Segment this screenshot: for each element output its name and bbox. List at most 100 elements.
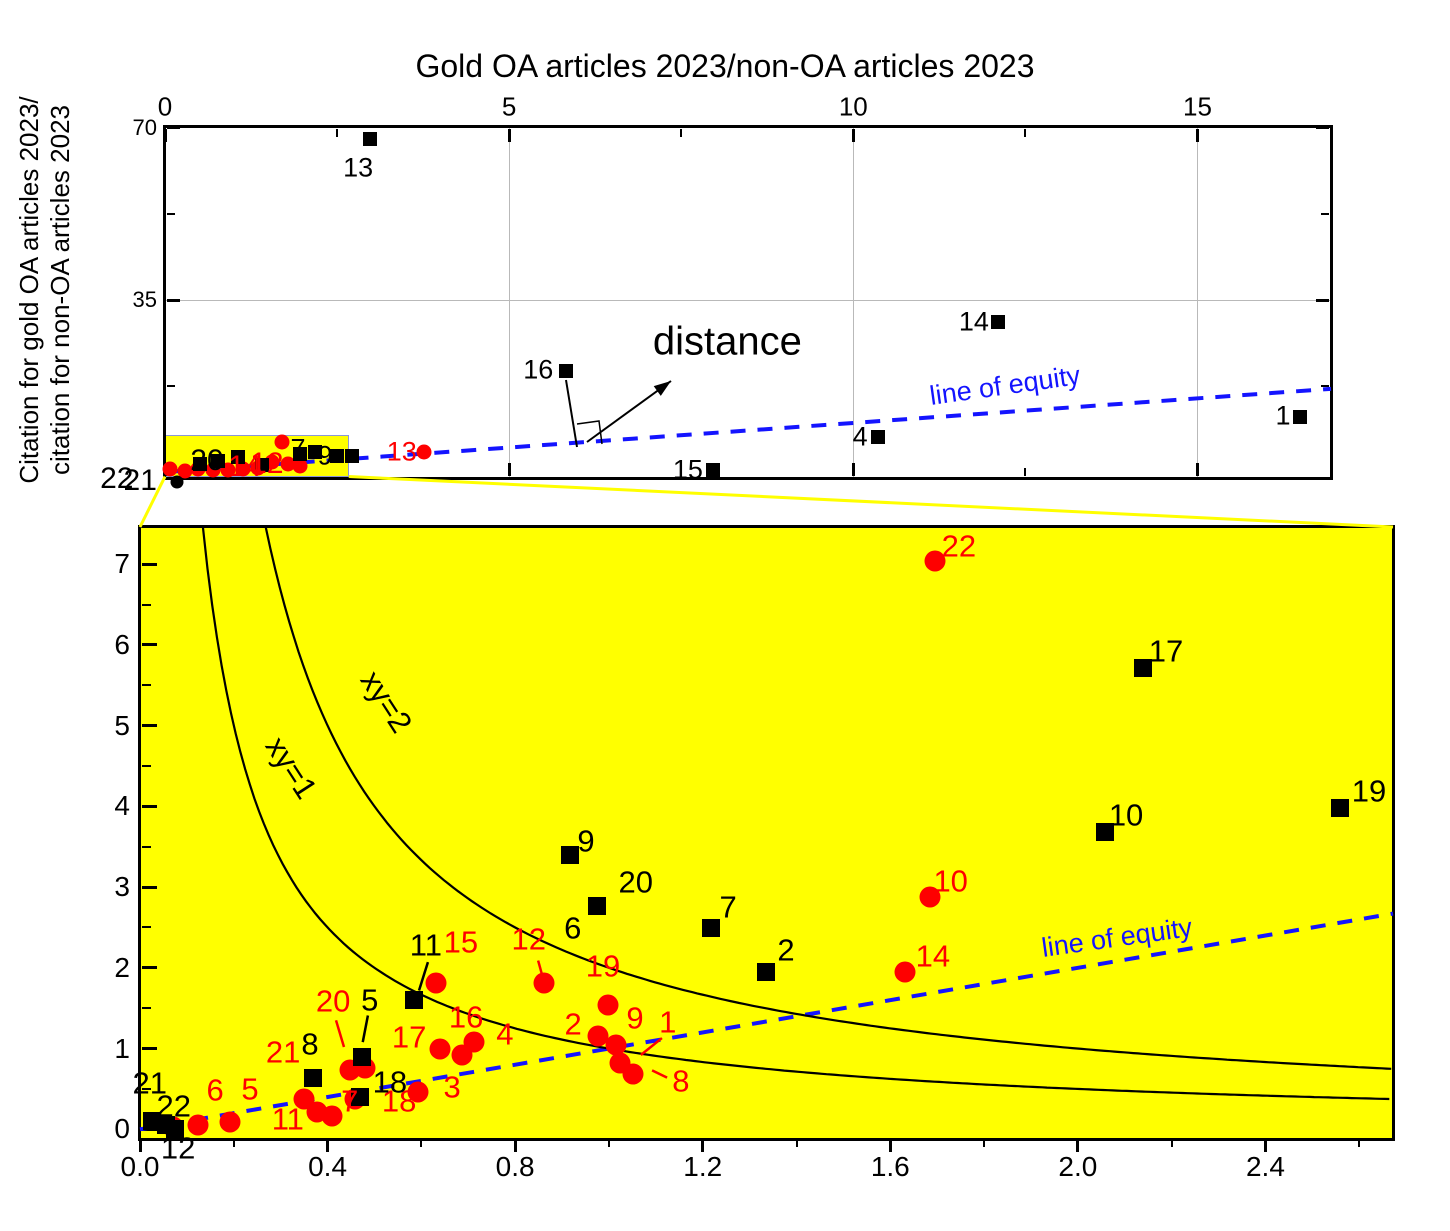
axis-minor-tick (142, 603, 151, 606)
top-chart-title: Gold OA articles 2023/non-OA articles 20… (415, 48, 1035, 84)
point-label-black-15: 15 (672, 454, 703, 485)
point-label-red-6: 6 (206, 1072, 224, 1108)
marker-circle-17 (429, 1038, 451, 1060)
axis-tick (167, 298, 180, 302)
point-label-red-1: 1 (659, 1004, 677, 1040)
axis-tick-label: 0.8 (495, 1151, 535, 1182)
point-label-red-10: 10 (933, 863, 968, 899)
marker-square-unlabeled (345, 449, 360, 464)
axis-tick (888, 1138, 892, 1152)
axis-tick-label: 6 (114, 628, 130, 660)
zoomed-panel-background (140, 527, 1393, 1139)
axis-tick (163, 129, 167, 142)
marker-circle-15 (425, 972, 447, 994)
point-label-red-17: 17 (391, 1019, 427, 1055)
marker-square-5 (352, 1048, 371, 1067)
point-label-red-5: 5 (241, 1071, 259, 1107)
point-label-black-9: 9 (317, 440, 333, 471)
gridline (1196, 127, 1198, 478)
axis-tick (851, 463, 855, 476)
axis-minor-tick (795, 1138, 798, 1147)
axis-tick (701, 1138, 705, 1152)
axis-tick (142, 562, 157, 566)
axis-tick-label: 0.4 (308, 1151, 348, 1182)
axis-tick (1263, 1138, 1267, 1152)
axis-tick (142, 804, 157, 808)
marker-dot-unlabeled (170, 475, 184, 489)
point-label-black-14: 14 (958, 306, 989, 337)
distance-arrow-shaft (586, 380, 672, 443)
axis-tick-label: 7 (114, 548, 130, 580)
point-label-black-2: 2 (777, 932, 795, 968)
axis-minor-tick (142, 764, 151, 767)
y-axis-title: Citation for gold OA articles 2023/citat… (14, 96, 76, 483)
axis-tick (167, 126, 180, 130)
marker-square-2 (757, 962, 776, 981)
point-label-red-13: 13 (386, 436, 417, 467)
axis-minor-tick (336, 129, 339, 137)
gridline (165, 299, 1331, 301)
axis-tick (142, 1047, 157, 1051)
marker-circle-5 (219, 1111, 241, 1133)
axis-tick (1316, 126, 1329, 130)
axis-tick-label: 0.0 (120, 1151, 160, 1182)
point-label-black-10: 10 (1108, 797, 1144, 833)
axis-tick-label: 4 (114, 790, 130, 822)
point-label-red-9: 9 (626, 1000, 644, 1036)
axis-minor-tick (607, 1138, 610, 1147)
point-label-black-7: 7 (719, 889, 737, 925)
axis-tick (1195, 129, 1199, 142)
axis-minor-tick (680, 129, 683, 137)
axis-tick-label: 0 (114, 1113, 130, 1145)
axis-minor-tick (142, 1007, 151, 1010)
gridline (852, 127, 854, 478)
distance-drop-line (565, 379, 578, 448)
distance-arrow-head (653, 381, 671, 396)
point-label-black-1: 1 (1275, 400, 1291, 431)
axis-tick (142, 966, 157, 970)
marker-circle-unlabeled (321, 1105, 343, 1127)
cluster-label-20: 20 (190, 444, 224, 478)
point-label-black-12: 12 (160, 1130, 196, 1165)
point-label-black-19: 19 (1351, 773, 1387, 809)
point-label-red-16: 16 (448, 999, 484, 1035)
marker-square-9 (561, 845, 579, 864)
zoom-connector-right (348, 475, 1394, 529)
axis-minor-tick (167, 213, 175, 215)
axis-minor-tick (1321, 385, 1329, 388)
axis-minor-tick (142, 845, 151, 848)
point-label-red-14: 14 (915, 938, 951, 974)
axis-tick-label: 35 (132, 287, 157, 313)
axis-tick-label: 3 (114, 871, 130, 903)
overview-panel-frame (163, 125, 1333, 480)
point-label-black-16: 16 (523, 354, 554, 385)
point-label-red-21: 21 (265, 1034, 301, 1070)
point-label-red-11: 11 (271, 1101, 304, 1137)
gridline (508, 127, 510, 478)
axis-minor-tick (1170, 1138, 1173, 1147)
point-label-black-22: 22 (156, 1088, 192, 1124)
point-label-black-8: 8 (301, 1026, 319, 1062)
axis-minor-tick (1358, 1138, 1361, 1147)
axis-tick (138, 1138, 142, 1152)
marker-circle-8 (622, 1063, 644, 1085)
point-label-red-4: 4 (496, 1016, 514, 1052)
axis-tick (142, 724, 157, 728)
cluster-label-22: 22 (100, 462, 134, 496)
axis-tick-label: 5 (114, 709, 130, 741)
point-label-black-18: 18 (372, 1064, 408, 1100)
point-label-black-9: 9 (577, 823, 595, 859)
point-label-black-4: 4 (852, 421, 868, 452)
axis-tick (507, 129, 511, 142)
axis-tick (1316, 298, 1329, 302)
point-label-red-2: 2 (564, 1006, 582, 1042)
axis-tick-label: 0 (157, 91, 173, 122)
axis-tick (1076, 1138, 1080, 1152)
marker-circle-4 (463, 1031, 485, 1053)
point-label-black-13: 13 (343, 152, 374, 183)
axis-tick (507, 463, 511, 476)
point-label-red-3: 3 (443, 1069, 461, 1105)
point-label-red-12: 12 (511, 921, 546, 957)
axis-tick-label: 5 (501, 91, 517, 122)
